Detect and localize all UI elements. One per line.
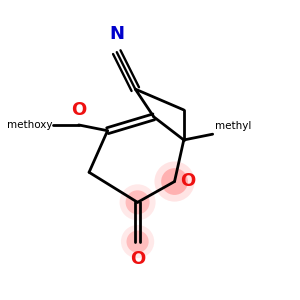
Circle shape xyxy=(121,225,154,258)
Text: O: O xyxy=(181,172,196,190)
Circle shape xyxy=(161,168,188,195)
Circle shape xyxy=(127,230,149,253)
Circle shape xyxy=(126,190,150,214)
Circle shape xyxy=(120,184,156,220)
Text: O: O xyxy=(130,250,145,268)
Text: N: N xyxy=(109,26,124,44)
Text: methyl: methyl xyxy=(215,122,252,131)
Circle shape xyxy=(154,161,195,202)
Text: methoxy: methoxy xyxy=(7,120,52,130)
Text: O: O xyxy=(71,101,87,119)
